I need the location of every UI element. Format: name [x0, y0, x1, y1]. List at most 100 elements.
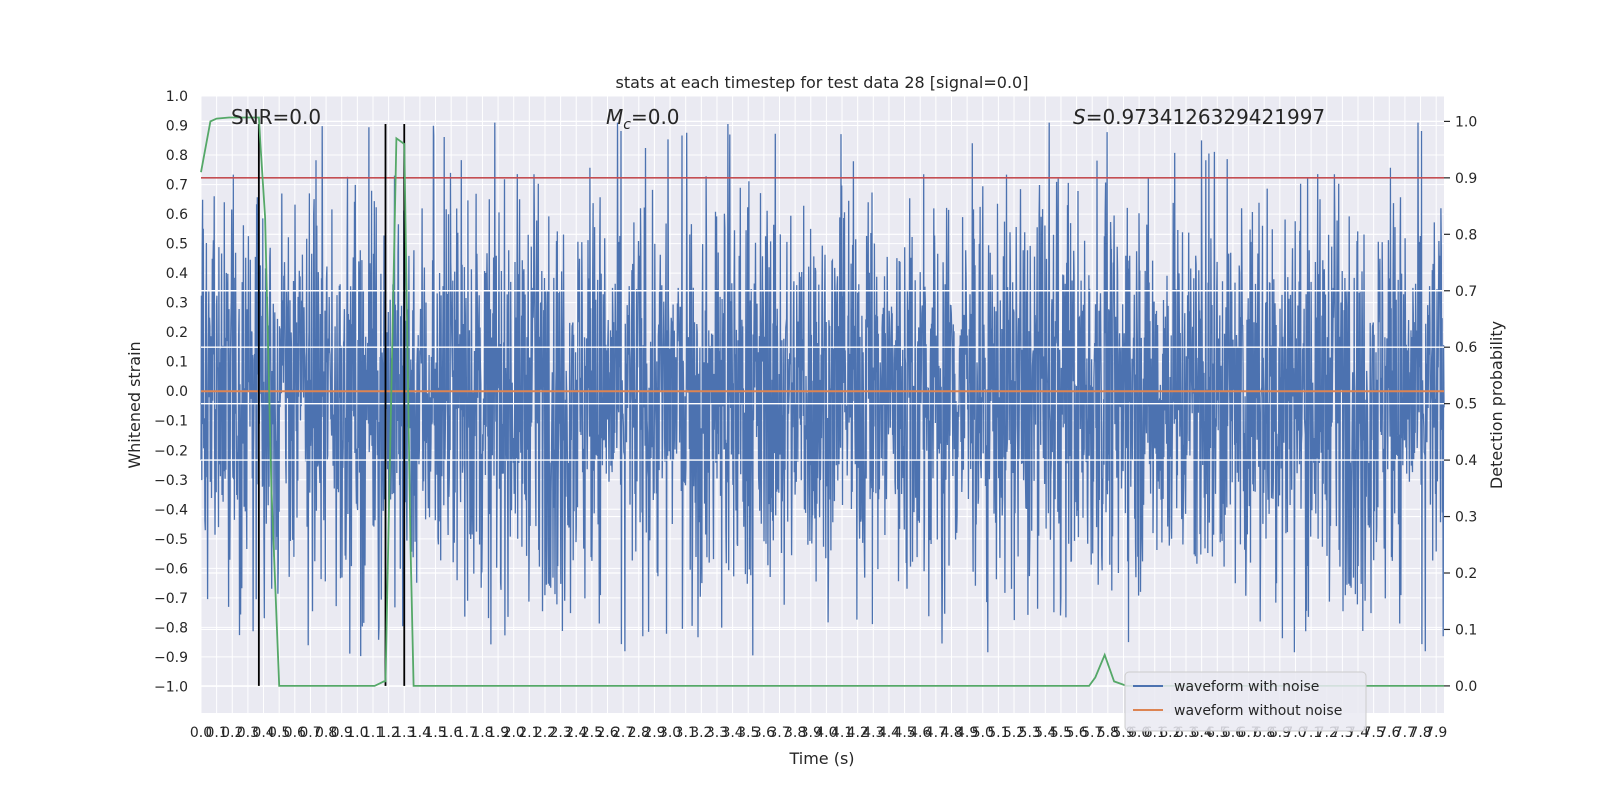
- legend: waveform with noise waveform without noi…: [1124, 671, 1367, 732]
- y-tick-label-left: 0.7: [166, 178, 188, 194]
- y-tick-label-right: 0.0: [1455, 679, 1477, 695]
- chirp-mass-value: =0.0: [631, 105, 680, 129]
- x-tick-label: 2.8: [628, 725, 650, 741]
- y-tick-label-right: 0.6: [1455, 340, 1477, 356]
- x-tick-label: 1.9: [487, 725, 509, 741]
- x-tick-label: 4.7: [925, 725, 947, 741]
- x-axis-label: Time (s): [788, 749, 854, 768]
- y-tick-label-left: 0.6: [166, 207, 188, 223]
- y-tick-label-right: 0.4: [1455, 453, 1477, 469]
- x-tick-label: 5.6: [1065, 725, 1087, 741]
- x-tick-label: 0.0: [190, 725, 212, 741]
- x-tick-label: 3.1: [675, 725, 697, 741]
- y-tick-label-left: 0.0: [166, 384, 188, 400]
- legend-box: [1124, 671, 1367, 732]
- x-tick-label: 3.2: [690, 725, 712, 741]
- x-tick-label: 2.2: [534, 725, 556, 741]
- legend-label-clean: waveform without noise: [1174, 703, 1342, 719]
- x-tick-label: 4.8: [940, 725, 962, 741]
- s-symbol: S: [1073, 105, 1086, 129]
- x-tick-label: 3.0: [659, 725, 681, 741]
- x-tick-label: 5.7: [1081, 725, 1103, 741]
- x-tick-label: 1.7: [456, 725, 478, 741]
- y-tick-label-right: 0.3: [1455, 510, 1477, 526]
- y-tick-label-right: 0.1: [1455, 622, 1477, 638]
- y-tick-label-left: 0.4: [166, 266, 188, 282]
- chirp-mass-annotation: Mc=0.0: [606, 105, 680, 133]
- x-tick-label: 5.5: [1050, 725, 1072, 741]
- x-tick-label: 0.5: [268, 725, 290, 741]
- x-tick-label: 0.7: [299, 725, 321, 741]
- y-tick-label-left: 0.9: [166, 119, 188, 135]
- x-tick-label: 7.9: [1425, 725, 1447, 741]
- y-tick-label-left: −0.1: [154, 414, 188, 430]
- y-tick-label-left: 0.3: [166, 296, 188, 312]
- x-tick-label: 0.3: [237, 725, 259, 741]
- x-tick-label: 2.6: [596, 725, 618, 741]
- y-tick-label-left: −0.8: [154, 620, 188, 636]
- x-tick-label: 1.3: [393, 725, 415, 741]
- y-tick-label-left: 0.5: [166, 237, 188, 253]
- x-tick-label: 5.2: [1003, 725, 1025, 741]
- x-tick-label: 5.8: [1097, 725, 1119, 741]
- x-tick-label: 0.6: [284, 725, 306, 741]
- y-tick-label-left: −0.4: [154, 502, 188, 518]
- y-tick-label-left: −0.2: [154, 443, 188, 459]
- x-tick-label: 3.4: [721, 725, 743, 741]
- plot-layer: [200, 116, 1445, 687]
- x-tick-label: 7.8: [1409, 725, 1431, 741]
- x-tick-label: 2.7: [612, 725, 634, 741]
- y-tick-label-right: 0.7: [1455, 284, 1477, 300]
- y-tick-label-right: 0.2: [1455, 566, 1477, 582]
- x-tick-label: 2.0: [503, 725, 525, 741]
- y-tick-label-right: 0.9: [1455, 171, 1477, 187]
- x-tick-label: 7.7: [1394, 725, 1416, 741]
- x-tick-label: 0.4: [252, 725, 274, 741]
- x-tick-label: 4.5: [893, 725, 915, 741]
- x-tick-label: 1.5: [424, 725, 446, 741]
- x-tick-label: 1.4: [409, 725, 431, 741]
- x-tick-label: 2.3: [549, 725, 571, 741]
- x-tick-label: 5.1: [987, 725, 1009, 741]
- legend-label-noise: waveform with noise: [1174, 679, 1319, 695]
- x-tick-label: 3.9: [800, 725, 822, 741]
- x-tick-label: 0.2: [221, 725, 243, 741]
- y-tick-label-left: 0.8: [166, 148, 188, 164]
- y-tick-label-left: 0.1: [166, 355, 188, 371]
- series-waveform-with-noise: [200, 122, 1445, 657]
- y-tick-label-right: 0.8: [1455, 227, 1477, 243]
- y-tick-label-left: −0.7: [154, 591, 188, 607]
- x-tick-label: 5.3: [1019, 725, 1041, 741]
- x-tick-label: 1.8: [471, 725, 493, 741]
- snr-annotation: SNR=0.0: [231, 105, 321, 129]
- y-axis-label-left: Whitened strain: [125, 341, 144, 468]
- x-tick-label: 1.0: [346, 725, 368, 741]
- y-tick-label-left: 1.0: [166, 89, 188, 105]
- x-tick-label: 4.1: [831, 725, 853, 741]
- chirp-mass-symbol: M: [606, 105, 623, 129]
- x-tick-label: 3.5: [737, 725, 759, 741]
- x-tick-label: 4.6: [909, 725, 931, 741]
- x-tick-label: 1.2: [377, 725, 399, 741]
- y-tick-label-left: −0.3: [154, 473, 188, 489]
- chart-title: stats at each timestep for test data 28 …: [616, 73, 1029, 92]
- x-tick-label: 3.3: [706, 725, 728, 741]
- x-tick-label: 4.4: [878, 725, 900, 741]
- x-tick-label: 2.9: [643, 725, 665, 741]
- y-tick-label-right: 0.5: [1455, 397, 1477, 413]
- x-tick-label: 4.9: [956, 725, 978, 741]
- y-tick-label-left: −0.5: [154, 532, 188, 548]
- x-tick-label: 2.4: [565, 725, 587, 741]
- x-tick-label: 3.8: [784, 725, 806, 741]
- axes: 0.00.10.20.30.40.50.60.70.80.91.01.11.21…: [154, 89, 1477, 741]
- x-tick-label: 7.5: [1363, 725, 1385, 741]
- x-tick-label: 0.8: [315, 725, 337, 741]
- x-tick-label: 4.2: [847, 725, 869, 741]
- x-tick-label: 3.6: [753, 725, 775, 741]
- y-tick-label-left: −1.0: [154, 679, 188, 695]
- x-tick-label: 5.0: [972, 725, 994, 741]
- s-value: =0.9734126329421997: [1086, 105, 1325, 129]
- y-tick-label-right: 1.0: [1455, 114, 1477, 130]
- x-tick-label: 1.6: [440, 725, 462, 741]
- x-tick-label: 3.7: [768, 725, 790, 741]
